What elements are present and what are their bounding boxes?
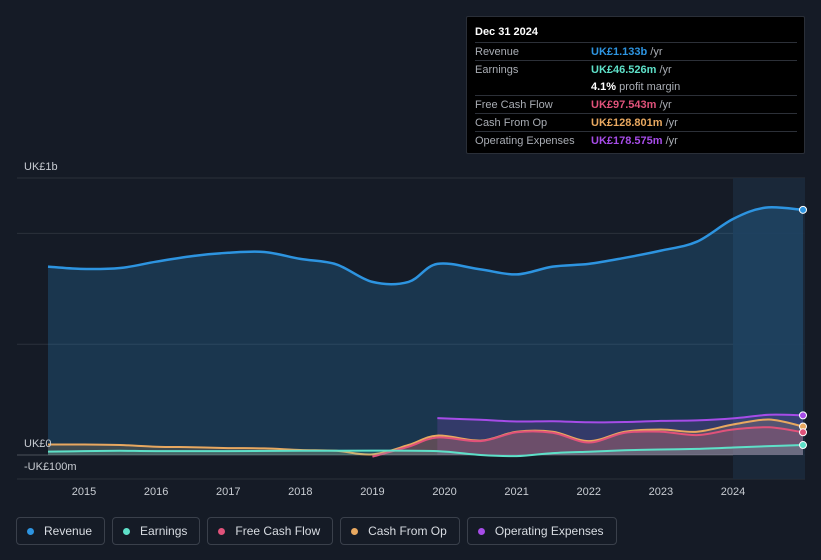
x-tick-2021: 2021 <box>504 486 528 498</box>
free-cash-flow-line <box>372 426 804 458</box>
tooltip-row-label: Earnings <box>475 63 519 76</box>
tooltip-row-value: 4.1% <box>591 80 617 93</box>
free-cash-flow-endpoint <box>799 428 807 437</box>
chart-legend: Revenue Earnings Free Cash Flow Cash From O… <box>16 517 617 547</box>
tooltip-row-unit: /yr <box>659 63 672 76</box>
x-tick-2020: 2020 <box>432 486 456 498</box>
tooltip-row-value: UK£178.575m <box>591 134 663 147</box>
x-tick-2016: 2016 <box>144 486 168 498</box>
legend-item-free-cash-flow[interactable]: Free Cash Flow <box>207 517 334 545</box>
x-tick-2019: 2019 <box>360 486 384 498</box>
series-layer <box>47 205 807 458</box>
x-tick-2023: 2023 <box>649 486 673 498</box>
tooltip-row-label: Free Cash Flow <box>475 98 553 111</box>
y-axis-zero-label: UK£0 <box>24 438 52 450</box>
tooltip-row-label: Cash From Op <box>475 116 548 129</box>
revenue-area <box>48 207 803 455</box>
legend-label: Free Cash Flow <box>235 524 321 538</box>
tooltip-row: Cash From Op UK£128.801m/yr <box>475 113 797 131</box>
tooltip-row-unit: profit margin <box>619 80 681 93</box>
legend-item-revenue[interactable]: Revenue <box>16 517 106 545</box>
tooltip-row-label: Operating Expenses <box>475 134 575 147</box>
legend-label: Earnings <box>140 524 188 538</box>
gridlines <box>17 177 805 480</box>
operating-expenses-endpoint <box>799 411 807 420</box>
legend-label: Cash From Op <box>368 524 447 538</box>
legend-item-operating-expenses[interactable]: Operating Expenses <box>466 517 617 545</box>
tooltip-row: 4.1% profit margin <box>475 78 797 95</box>
tooltip-row-value: UK£1.133b <box>591 45 648 58</box>
revenue-line <box>47 206 804 286</box>
tooltip-row: Free Cash Flow UK£97.543m/yr <box>475 95 797 113</box>
earnings-endpoint <box>799 441 807 450</box>
x-tick-2018: 2018 <box>288 486 312 498</box>
tooltip-date: Dec 31 2024 <box>475 26 538 38</box>
tooltip-row-value: UK£128.801m <box>591 116 663 129</box>
earnings-line <box>47 444 804 458</box>
tooltip-row-unit: /yr <box>650 45 663 58</box>
legend-item-cash-from-op[interactable]: Cash From Op <box>340 517 460 545</box>
x-tick-2017: 2017 <box>216 486 240 498</box>
legend-label: Revenue <box>44 524 93 538</box>
legend-dot-icon <box>477 527 485 535</box>
x-tick-2024: 2024 <box>721 486 745 498</box>
tooltip-row-label: Revenue <box>475 45 520 58</box>
x-axis: 2015 2016 2017 2018 2019 2020 2021 2022 2023 2024 <box>72 486 745 498</box>
cash-from-op-area <box>48 419 803 455</box>
legend-item-earnings[interactable]: Earnings <box>112 517 201 545</box>
revenue-endpoint <box>799 205 807 214</box>
legend-dot-icon <box>123 527 131 535</box>
tooltip-row-value: UK£46.526m <box>591 63 657 76</box>
tooltip-row-unit: /yr <box>659 98 672 111</box>
legend-dot-icon <box>218 527 226 535</box>
x-tick-2015: 2015 <box>72 486 96 498</box>
y-axis-bottom-label: -UK£100m <box>24 461 77 473</box>
tooltip-row: Operating Expenses UK£178.575m/yr <box>475 131 797 149</box>
tooltip-row-unit: /yr <box>665 134 678 147</box>
y-axis-top-label: UK£1b <box>24 161 58 173</box>
tooltip-row: Earnings UK£46.526m/yr <box>475 60 797 78</box>
cash-from-op-line <box>47 418 804 456</box>
financials-chart: 2015 2016 2017 2018 2019 2020 2021 2022 2023 2024… <box>17 161 807 498</box>
operating-expenses-line <box>437 413 804 424</box>
tooltip-row-value: UK£97.543m <box>591 98 657 111</box>
tooltip-row: Revenue UK£1.133b/yr <box>475 42 797 60</box>
data-tooltip: Dec 31 2024 Revenue UK£1.133b/yr Earnings U… <box>466 16 805 154</box>
x-tick-2022: 2022 <box>577 486 601 498</box>
earnings-area <box>48 445 803 457</box>
legend-dot-icon <box>351 527 359 535</box>
legend-dot-icon <box>27 527 34 535</box>
tooltip-row-unit: /yr <box>665 116 678 129</box>
legend-label: Operating Expenses <box>494 524 604 538</box>
